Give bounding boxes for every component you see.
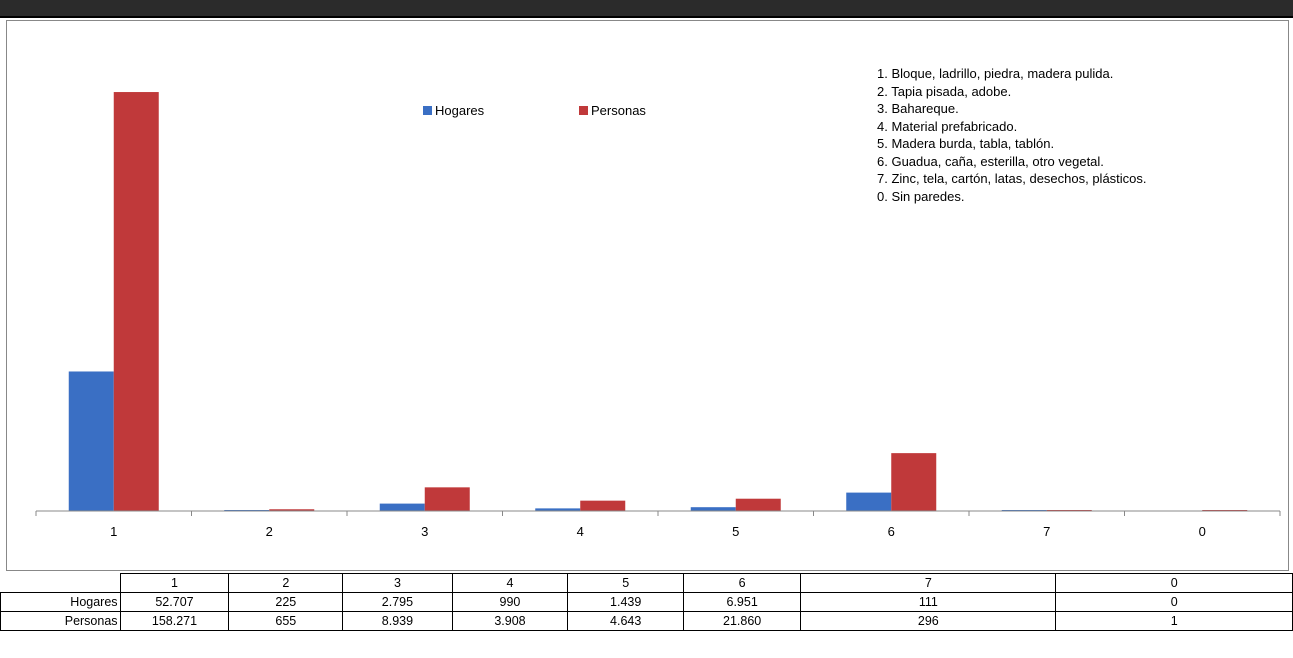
window-top-bar [0,0,1293,18]
x-tick-label-5: 5 [732,524,739,539]
table-header: 7 [800,573,1057,593]
legend-label-personas: Personas [591,103,646,118]
x-tick-label-6: 6 [888,524,895,539]
legend-item-hogares: Hogares [423,103,484,118]
table-corner [0,573,121,593]
note-6: 6. Guadua, caña, esterilla, otro vegetal… [877,153,1104,169]
table-cell: 6.951 [683,592,802,612]
table-header: 0 [1055,573,1293,593]
table-header: 4 [451,573,569,593]
table-header: 3 [342,573,453,593]
bar-personas-5 [735,498,781,511]
table-header: 1 [119,573,230,593]
note-7: 7. Zinc, tela, cartón, latas, desechos, … [877,171,1147,186]
table-cell: 8.939 [342,611,453,631]
bar-personas-4 [580,500,626,511]
table-cell: 990 [451,592,569,612]
table-cell: 3.908 [451,611,569,631]
category-notes: 1. Bloque, ladrillo, piedra, madera puli… [877,65,1147,205]
table-cell: 296 [800,611,1057,631]
table-cell: 52.707 [119,592,230,612]
table-header: 5 [567,573,685,593]
data-table: 1 2 3 4 5 6 7 0 Hogares 52.707 225 2.795… [0,573,1293,631]
note-4: 4. Material prefabricado. [877,118,1018,134]
x-tick-label-3: 3 [421,524,428,539]
table-cell: 655 [228,611,344,631]
table-cell: 2.795 [342,592,453,612]
note-5: 5. Madera burda, tabla, tablón. [877,136,1055,151]
chart-area: 1 2 3 4 5 6 7 0 Hogares Personas 1. Bloque, lad… [6,20,1289,571]
table-cell: 0 [1055,592,1293,612]
bar-hogares-3 [379,503,425,511]
table-row: Hogares 52.707 225 2.795 990 1.439 6.951… [0,592,1293,612]
table-cell: 4.643 [567,611,685,631]
x-tick-label-7: 7 [1043,524,1050,539]
x-tick-label-1: 1 [110,524,117,539]
bar-chart: 1 2 3 4 5 6 7 0 [35,92,1281,539]
table-row: Personas 158.271 655 8.939 3.908 4.643 2… [0,611,1293,631]
bar-hogares-5 [690,507,736,511]
x-tick-label-4: 4 [577,524,584,539]
bar-personas-6 [891,453,937,511]
table-header: 2 [228,573,344,593]
row-label: Hogares [0,592,121,612]
table-cell: 1.439 [567,592,685,612]
bar-personas-1 [113,92,159,511]
note-3: 3. Bahareque. [877,101,959,116]
legend-swatch-hogares [423,106,432,115]
legend-swatch-personas [579,106,588,115]
bar-hogares-4 [535,508,581,511]
table-cell: 1 [1055,611,1293,631]
table-cell: 158.271 [119,611,230,631]
note-0: 0. Sin paredes. [877,188,965,204]
row-label: Personas [0,611,121,631]
bar-personas-2 [269,509,315,511]
bar-hogares-1 [68,371,114,511]
x-tick-label-2: 2 [266,524,273,539]
table-cell: 21.860 [683,611,802,631]
table-header: 6 [683,573,802,593]
table-header-row: 1 2 3 4 5 6 7 0 [0,573,1293,593]
legend-label-hogares: Hogares [435,103,485,118]
bar-personas-3 [424,487,470,511]
note-2: 2. Tapia pisada, adobe. [877,83,1012,99]
note-1: 1. Bloque, ladrillo, piedra, madera puli… [877,66,1114,81]
table-cell: 111 [800,592,1057,612]
legend-item-personas: Personas [579,103,646,118]
table-cell: 225 [228,592,344,612]
bar-hogares-6 [846,492,892,511]
x-tick-label-0: 0 [1199,524,1206,539]
